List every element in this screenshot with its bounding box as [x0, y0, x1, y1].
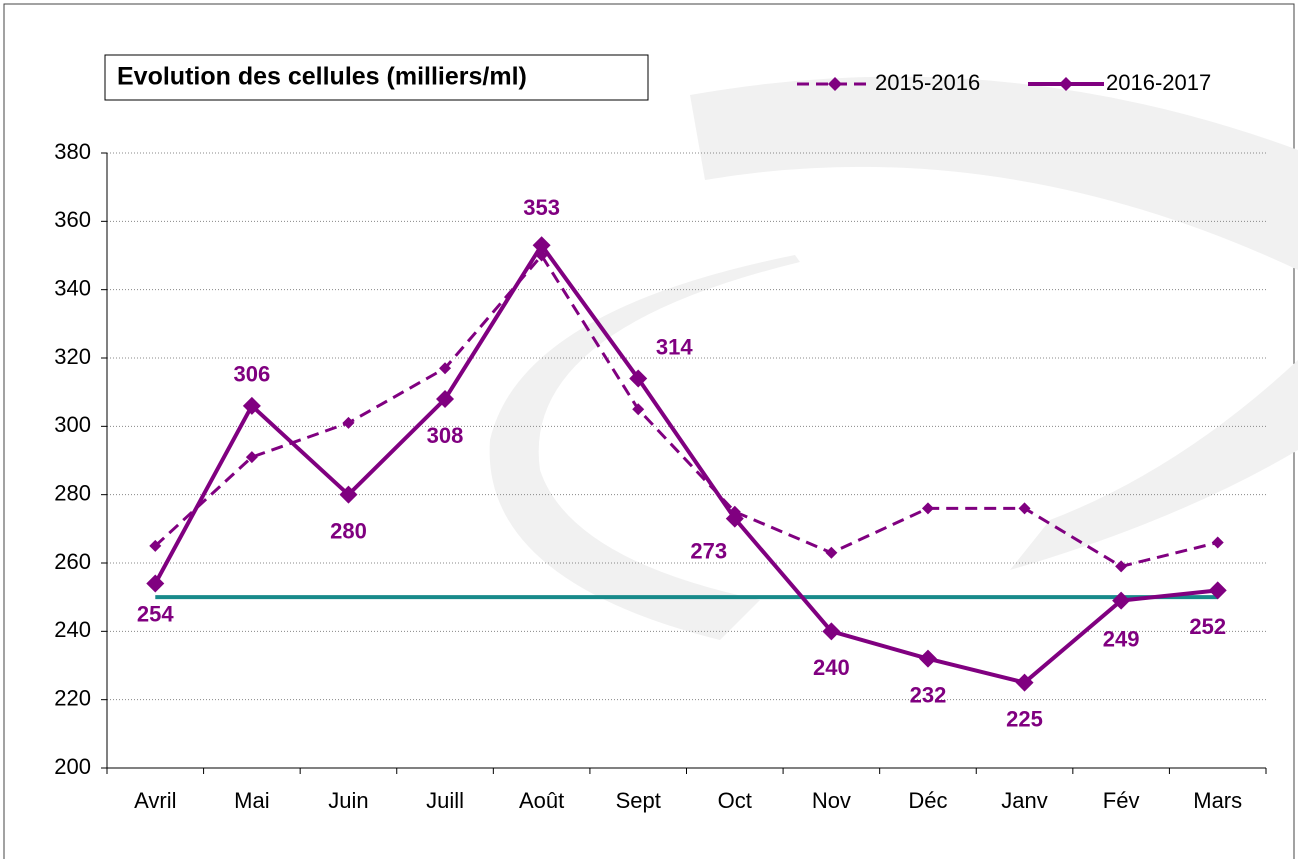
title-box [104, 54, 649, 101]
data-label: 353 [523, 195, 560, 220]
chart-title: Evolution des cellules (milliers/ml) [117, 63, 527, 91]
marker [146, 574, 165, 593]
x-tick-label: Août [519, 788, 564, 813]
marker [149, 539, 162, 552]
watermark [690, 76, 1298, 271]
x-tick-label: Fév [1103, 788, 1140, 813]
x-tick-label: Mars [1193, 788, 1242, 813]
y-tick-label: 200 [54, 754, 91, 779]
series-line [154, 252, 1219, 569]
data-label: 273 [690, 538, 727, 563]
data-label: 254 [137, 601, 174, 626]
marker [825, 546, 838, 559]
y-tick-label: 280 [54, 480, 91, 505]
marker [439, 362, 452, 375]
x-tick-label: Déc [908, 788, 947, 813]
marker [632, 403, 645, 416]
marker [242, 396, 261, 415]
y-tick-label: 320 [54, 344, 91, 369]
data-label: 240 [813, 655, 850, 680]
data-label: 306 [234, 362, 271, 387]
y-tick-label: 300 [54, 412, 91, 437]
marker [1211, 536, 1224, 549]
legend-marker [828, 77, 842, 91]
marker [921, 502, 934, 515]
x-tick-label: Nov [812, 788, 851, 813]
marker [436, 390, 455, 408]
marker [245, 451, 258, 464]
x-tick-label: Juin [328, 788, 368, 813]
legend-label: 2016-2017 [1106, 70, 1211, 95]
watermark [1010, 360, 1298, 570]
marker [1018, 502, 1031, 515]
legend-marker [1059, 77, 1073, 91]
x-tick-label: Sept [616, 788, 661, 813]
y-tick-label: 380 [54, 139, 91, 164]
marker [1208, 581, 1227, 600]
data-label: 280 [330, 518, 367, 543]
marker [1015, 673, 1034, 692]
watermark [489, 255, 800, 640]
x-tick-label: Avril [134, 788, 176, 813]
marker [532, 236, 551, 255]
marker [629, 369, 648, 388]
marker [1115, 560, 1128, 573]
y-tick-label: 220 [54, 685, 91, 710]
data-label: 232 [910, 682, 947, 707]
data-label: 308 [427, 423, 464, 448]
y-tick-label: 360 [54, 207, 91, 232]
data-label: 252 [1189, 614, 1226, 639]
marker [918, 649, 937, 668]
marker [339, 485, 358, 504]
data-label: 225 [1006, 706, 1043, 731]
x-tick-label: Oct [718, 788, 752, 813]
marker [725, 509, 744, 528]
marker [342, 416, 355, 429]
data-label: 314 [656, 334, 693, 359]
y-tick-label: 340 [54, 275, 91, 300]
legend-label: 2015-2016 [875, 70, 980, 95]
data-label: 249 [1103, 626, 1140, 651]
marker [1112, 591, 1131, 610]
series-line [153, 241, 1218, 685]
x-tick-label: Mai [234, 788, 269, 813]
x-tick-label: Janv [1001, 788, 1047, 813]
y-tick-label: 240 [54, 617, 91, 642]
marker [822, 622, 841, 641]
x-tick-label: Juill [426, 788, 464, 813]
y-tick-label: 260 [54, 549, 91, 574]
